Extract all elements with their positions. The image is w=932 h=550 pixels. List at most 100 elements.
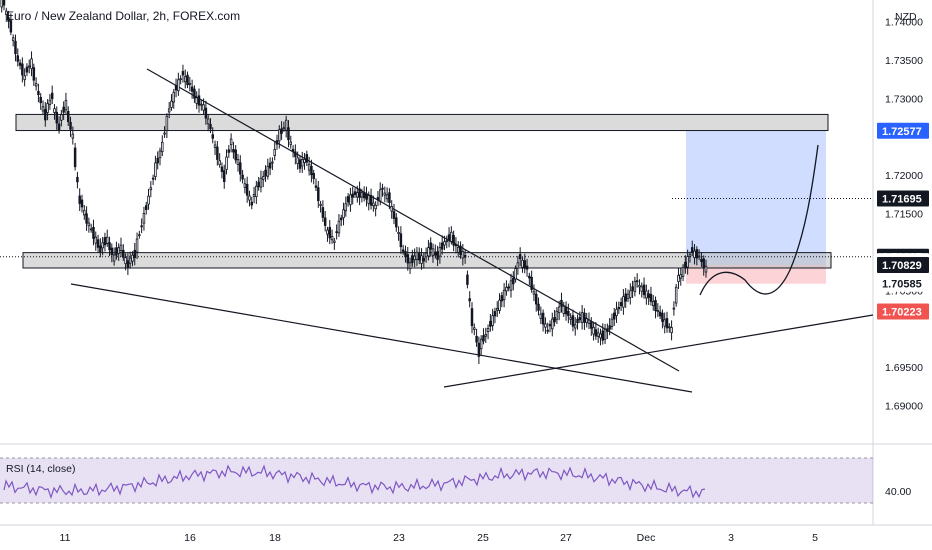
candle bbox=[374, 204, 377, 210]
candle bbox=[440, 242, 444, 250]
candle bbox=[183, 76, 187, 83]
candle bbox=[608, 325, 611, 330]
price-label-level-2 bbox=[877, 275, 929, 292]
price-label-entry bbox=[877, 256, 929, 273]
candle bbox=[383, 192, 387, 196]
candle bbox=[9, 20, 13, 33]
lower-trendline bbox=[70, 283, 693, 393]
candle bbox=[236, 159, 240, 165]
y-tick-label: 1.71500 bbox=[885, 208, 923, 220]
candle bbox=[131, 254, 134, 262]
candle bbox=[252, 194, 256, 197]
candle bbox=[415, 251, 419, 260]
candle bbox=[92, 226, 95, 239]
candle bbox=[672, 307, 676, 310]
candle bbox=[422, 257, 426, 262]
candle bbox=[445, 240, 449, 243]
candle bbox=[551, 318, 554, 330]
candle bbox=[213, 144, 217, 148]
candle bbox=[688, 254, 692, 257]
candle bbox=[222, 170, 226, 182]
candle bbox=[427, 247, 430, 257]
candle bbox=[339, 217, 343, 221]
candle bbox=[473, 327, 476, 330]
candle bbox=[553, 317, 556, 323]
x-tick-label: 5 bbox=[812, 532, 818, 544]
candle bbox=[482, 335, 485, 342]
candle bbox=[41, 106, 45, 112]
candle bbox=[532, 291, 536, 295]
candle bbox=[241, 174, 244, 180]
candle bbox=[537, 303, 540, 311]
candle bbox=[417, 252, 421, 261]
candle bbox=[149, 187, 153, 191]
candle bbox=[275, 140, 279, 145]
resistance-zone bbox=[15, 113, 829, 132]
candle bbox=[571, 315, 575, 327]
rsi-value: 40.00 bbox=[885, 486, 911, 498]
y-tick-label: 1.73500 bbox=[885, 55, 923, 67]
x-tick-label: 11 bbox=[60, 532, 71, 544]
candle bbox=[619, 302, 623, 307]
price-label-target bbox=[877, 122, 929, 139]
candle bbox=[590, 321, 593, 329]
price-label-text: 1.70223 bbox=[882, 307, 922, 319]
candle bbox=[209, 123, 212, 130]
candle bbox=[140, 225, 143, 228]
price-label-stop bbox=[877, 303, 929, 320]
candle bbox=[312, 173, 315, 180]
candle bbox=[512, 277, 515, 285]
candle bbox=[505, 286, 508, 292]
candle bbox=[105, 236, 109, 244]
candle bbox=[23, 75, 26, 81]
candle bbox=[365, 193, 368, 200]
candle bbox=[101, 242, 104, 249]
candle bbox=[60, 114, 63, 121]
candle bbox=[633, 280, 637, 293]
candle bbox=[7, 17, 10, 22]
candle bbox=[411, 255, 414, 264]
candle bbox=[268, 162, 272, 169]
candle bbox=[280, 128, 283, 134]
candle bbox=[479, 338, 483, 350]
candle bbox=[225, 156, 228, 170]
candle bbox=[71, 133, 75, 139]
ascending-trendline bbox=[443, 314, 874, 388]
candle bbox=[126, 260, 130, 268]
position-profit-zone bbox=[686, 130, 826, 265]
candle bbox=[649, 293, 653, 302]
candle bbox=[55, 111, 59, 124]
candle bbox=[372, 202, 375, 207]
currency-label: NZD bbox=[895, 11, 917, 23]
y-tick-label: 1.72000 bbox=[885, 170, 923, 182]
candle bbox=[544, 323, 547, 328]
price-label-text: 1.71695 bbox=[882, 193, 922, 205]
candle bbox=[461, 251, 465, 259]
candle bbox=[631, 286, 634, 291]
candle bbox=[523, 260, 527, 269]
candle bbox=[216, 146, 219, 160]
candle bbox=[702, 258, 705, 269]
candle bbox=[351, 193, 354, 198]
candle bbox=[592, 326, 595, 335]
candle bbox=[186, 74, 189, 86]
candle bbox=[406, 254, 410, 264]
price-label-text: 1.70829 bbox=[882, 260, 922, 272]
candle bbox=[284, 119, 288, 131]
candle bbox=[264, 169, 267, 177]
candle bbox=[622, 296, 625, 308]
candle bbox=[53, 108, 56, 113]
candle bbox=[346, 196, 350, 203]
candle bbox=[232, 149, 235, 153]
candle bbox=[514, 268, 517, 280]
candle bbox=[693, 250, 696, 258]
x-tick-label: 27 bbox=[560, 532, 572, 544]
candle bbox=[282, 127, 286, 130]
candle bbox=[548, 323, 552, 327]
position-loss-zone bbox=[686, 264, 826, 284]
candle bbox=[261, 176, 265, 180]
candle bbox=[670, 327, 673, 334]
candle bbox=[452, 235, 455, 246]
candle bbox=[651, 301, 655, 307]
